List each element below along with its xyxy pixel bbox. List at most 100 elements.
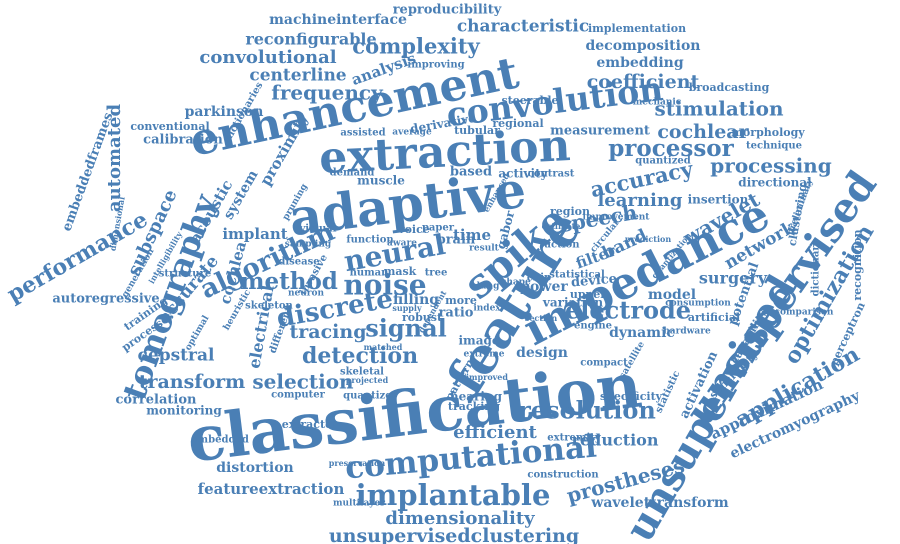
cloud-word-brain: brain: [437, 233, 476, 248]
cloud-word-variation: variation: [542, 296, 604, 310]
cloud-word-lung: lung: [477, 282, 501, 292]
cloud-word-contrast: contrast: [528, 169, 575, 180]
cloud-word-tracking: tracking: [448, 400, 500, 413]
cloud-word-wavelettransform: wavelettransform: [590, 495, 729, 511]
cloud-word-convolutional: convolutional: [199, 47, 336, 68]
cloud-word-time: time: [453, 226, 491, 244]
cloud-word-broadcasting: broadcasting: [689, 81, 770, 94]
cloud-word-neuron: neuron: [288, 289, 325, 299]
cloud-word-tracing: tracing: [290, 321, 367, 343]
cloud-word-filling: filling: [393, 292, 439, 308]
cloud-word-index: index: [473, 304, 501, 314]
cloud-word-improvement: improvement: [583, 213, 651, 223]
cloud-word-selection: selection: [252, 370, 354, 394]
cloud-word-cepstral: cepstral: [138, 346, 215, 366]
cloud-word-computer: computer: [271, 390, 326, 401]
cloud-word-insertion: insertion: [688, 193, 749, 207]
cloud-word-assisted: assisted: [340, 128, 385, 139]
cloud-word-hearing: hearing: [450, 390, 503, 404]
cloud-word-specificity: specificity: [600, 390, 663, 403]
cloud-word-dimensionality: dimensionality: [385, 508, 535, 529]
cloud-word-based: based: [450, 165, 492, 180]
cloud-word-design: design: [516, 345, 568, 361]
cloud-word-model: model: [648, 287, 696, 303]
cloud-word-action: action: [545, 240, 581, 251]
cloud-word-processor: processor: [608, 135, 734, 162]
cloud-word-electrode: electrode: [565, 296, 691, 325]
cloud-word-sampling: sampling: [285, 240, 332, 250]
cloud-word-aware: aware: [387, 239, 417, 249]
cloud-word-image: image: [458, 334, 499, 348]
cloud-word-distortion: distortion: [216, 460, 293, 476]
cloud-word-skeleton: skeleton: [245, 301, 293, 312]
cloud-word-disease: disease: [278, 257, 319, 268]
cloud-word-mask: mask: [384, 265, 417, 278]
cloud-word-tree: tree: [425, 268, 448, 279]
cloud-word-directional: directional: [738, 176, 812, 190]
cloud-word-hardware: hardware: [663, 327, 711, 337]
cloud-word-transform: transform: [139, 371, 246, 393]
cloud-word-characteristic: characteristic: [457, 17, 589, 37]
cloud-word-steerable: steerable: [501, 94, 558, 107]
cloud-word-multilayer: multilayer: [333, 499, 385, 509]
cloud-word-machineinterface: machineinterface: [269, 12, 407, 28]
cloud-word-decomposition: decomposition: [585, 38, 700, 54]
cloud-word-robust: robust: [402, 311, 443, 324]
cloud-word-learning: learning: [597, 190, 682, 211]
cloud-word-artificial: artificial: [688, 311, 740, 324]
cloud-word-frequency: frequency: [271, 81, 384, 105]
cloud-word-comparison: comparison: [775, 308, 834, 318]
cloud-word-parkinson: parkinson: [185, 104, 264, 120]
cloud-word-calibration: calibration: [143, 133, 223, 148]
cloud-word-signal: signal: [365, 314, 447, 343]
cloud-word-device: device: [570, 272, 617, 291]
cloud-word-complexity: complexity: [352, 34, 480, 59]
cloud-word-power: power: [520, 279, 568, 295]
cloud-word-recognition: recognition: [851, 229, 864, 300]
cloud-word-improved: improved: [466, 372, 508, 382]
cloud-word-upper: upper: [570, 288, 606, 301]
cloud-word-implantable: implantable: [356, 478, 551, 512]
cloud-word-more: more: [445, 294, 477, 307]
cloud-word-implant: implant: [222, 225, 287, 243]
cloud-word-noise: noise: [343, 269, 426, 302]
cloud-word-dictionary: dictionary: [811, 238, 822, 296]
cloud-word-cochlear: cochlear: [657, 121, 749, 143]
cloud-word-region: region: [550, 205, 590, 218]
cloud-word-monitoring: monitoring: [146, 404, 222, 418]
cloud-word-morphology: morphology: [731, 126, 805, 139]
cloud-word-method: method: [240, 268, 338, 295]
cloud-word-correlation: correlation: [116, 393, 198, 408]
cloud-word-supply: supply: [392, 303, 422, 313]
cloud-word-extractor: extractor: [282, 418, 339, 431]
cloud-word-compact: compact: [580, 358, 628, 369]
cloud-word-quantizer: quantizer: [343, 391, 397, 402]
cloud-word-estimate: estimate: [542, 221, 581, 231]
cloud-word-section: section: [525, 313, 558, 323]
cloud-word-activity: activity: [498, 167, 548, 181]
cloud-word-reproducibility: reproducibility: [393, 3, 502, 18]
cloud-word-embedded: embedded: [191, 435, 249, 446]
cloud-word-coefficient: coefficient: [587, 71, 700, 93]
cloud-word-reconfigurable: reconfigurable: [245, 30, 376, 49]
cloud-word-average: average: [392, 128, 432, 138]
cloud-word-tubular: tubular: [454, 124, 500, 137]
cloud-word-quantized: quantized: [635, 156, 690, 167]
cloud-word-featureextraction: featureextraction: [198, 480, 345, 498]
cloud-word-surgery: surgery: [699, 269, 768, 288]
cloud-word-embedding: embedding: [596, 55, 683, 71]
cloud-word-construction: construction: [527, 470, 599, 481]
cloud-word-unsupervisedclustering: unsupervisedclustering: [329, 525, 579, 544]
cloud-word-result: result: [469, 244, 499, 254]
cloud-word-implementation: implementation: [588, 22, 686, 35]
cloud-word-engine: engine: [574, 321, 612, 332]
cloud-word-chip: chip: [527, 273, 551, 284]
cloud-word-matched: matched: [364, 342, 403, 352]
cloud-word-automated: automated: [104, 104, 125, 213]
cloud-word-human: human: [350, 268, 390, 279]
cloud-word-extremity: extremity: [547, 433, 602, 444]
cloud-word-technique: technique: [746, 141, 802, 152]
